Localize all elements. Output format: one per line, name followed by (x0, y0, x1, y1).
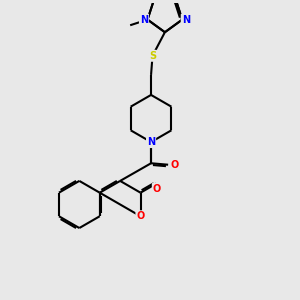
Text: S: S (149, 51, 156, 61)
Text: O: O (136, 211, 145, 221)
Text: N: N (182, 15, 190, 25)
Text: O: O (153, 184, 161, 194)
Text: N: N (147, 137, 155, 147)
Text: O: O (170, 160, 179, 170)
Text: N: N (140, 15, 148, 25)
Text: N: N (147, 137, 155, 147)
